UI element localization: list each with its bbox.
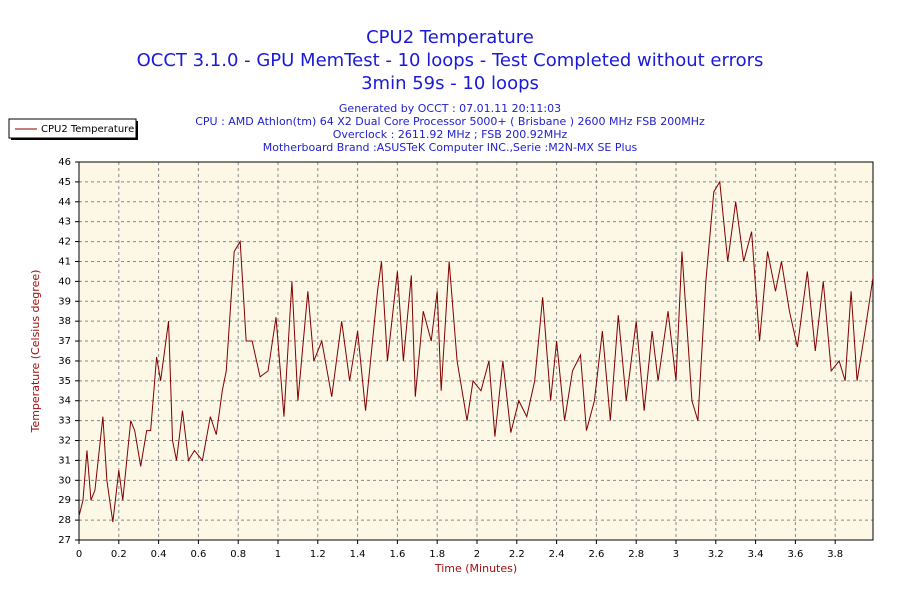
x-tick-label: 0.2 — [111, 549, 127, 560]
y-tick-label: 41 — [58, 256, 71, 267]
y-tick-label: 42 — [58, 237, 71, 248]
subtitle: 3min 59s - 10 loops — [361, 73, 539, 94]
y-tick-label: 32 — [58, 436, 71, 447]
x-tick-label: 1.6 — [389, 549, 405, 560]
y-tick-label: 37 — [58, 336, 71, 347]
y-tick-label: 44 — [58, 197, 71, 208]
x-tick-label: 2.4 — [549, 549, 565, 560]
y-tick-label: 34 — [58, 396, 71, 407]
x-tick-label: 1 — [275, 549, 281, 560]
x-tick-label: 1.4 — [350, 549, 366, 560]
y-tick-label: 30 — [58, 475, 71, 486]
info: Generated by OCCT : 07.01.11 20:11:03 — [339, 102, 561, 115]
y-tick-label: 40 — [58, 276, 71, 287]
x-tick-label: 2 — [474, 549, 480, 560]
y-tick-label: 33 — [58, 416, 71, 427]
y-axis-label: Temperature (Celsius degree) — [29, 270, 42, 434]
y-tick-label: 46 — [58, 157, 71, 168]
x-tick-label: 2.8 — [628, 549, 644, 560]
plot-border — [78, 161, 874, 541]
x-axis-label: Time (Minutes) — [434, 562, 517, 575]
x-tick-label: 3.8 — [827, 549, 843, 560]
plot-area — [79, 162, 873, 540]
x-tick-label: 3 — [673, 549, 679, 560]
x-tick-label: 2.6 — [588, 549, 604, 560]
info: CPU : AMD Athlon(tm) 64 X2 Dual Core Pro… — [195, 115, 705, 128]
y-tick-label: 43 — [58, 217, 71, 228]
y-tick-label: 29 — [58, 495, 71, 506]
subtitle: OCCT 3.1.0 - GPU MemTest - 10 loops - Te… — [137, 50, 764, 71]
x-tick-label: 3.2 — [708, 549, 724, 560]
chart-title: CPU2 Temperature — [366, 27, 534, 48]
x-tick-label: 0.4 — [151, 549, 167, 560]
info: Overclock : 2611.92 MHz ; FSB 200.92MHz — [333, 128, 568, 141]
y-tick-label: 45 — [58, 177, 71, 188]
y-tick-label: 31 — [58, 455, 71, 466]
y-tick-label: 36 — [58, 356, 71, 367]
y-tick-label: 39 — [58, 296, 71, 307]
x-tick-label: 3.4 — [748, 549, 764, 560]
y-tick-label: 27 — [58, 535, 71, 546]
x-tick-label: 1.2 — [310, 549, 326, 560]
y-tick-label: 38 — [58, 316, 71, 327]
legend-box — [8, 118, 137, 139]
y-tick-label: 28 — [58, 515, 71, 526]
line — [78, 180, 874, 523]
y-tick-label: 35 — [58, 376, 71, 387]
x-tick-label: 0.8 — [230, 549, 246, 560]
x-tick-label: 0 — [76, 549, 82, 560]
x-tick-label: 3.6 — [787, 549, 803, 560]
legend-label: CPU2 Temperature — [41, 124, 134, 135]
x-tick-label: 2.2 — [509, 549, 525, 560]
x-tick-label: 1.8 — [429, 549, 445, 560]
info: Motherboard Brand :ASUSTeK Computer INC.… — [263, 141, 638, 154]
x-tick-label: 0.6 — [190, 549, 206, 560]
